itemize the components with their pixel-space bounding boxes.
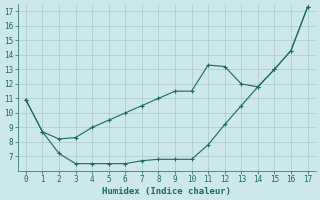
X-axis label: Humidex (Indice chaleur): Humidex (Indice chaleur) [102, 187, 231, 196]
